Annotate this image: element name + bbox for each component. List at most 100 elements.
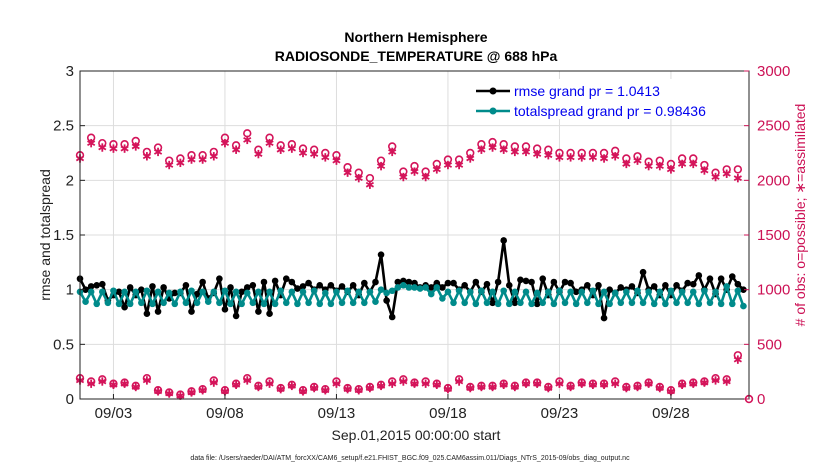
obs-assimilated-point xyxy=(488,382,497,392)
spread-point xyxy=(472,300,480,308)
spread-point xyxy=(338,299,346,307)
obs-assimilated-point xyxy=(376,161,386,171)
y-axis-right-label: # of obs: o=possible; ∗=assimilated xyxy=(792,104,808,327)
spread-point xyxy=(505,300,513,308)
rmse-point xyxy=(628,283,636,290)
obs-star-stroke xyxy=(588,381,598,388)
rmse-point xyxy=(271,277,279,285)
obs-assimilated-point xyxy=(544,383,553,393)
obs-star-stroke xyxy=(198,387,207,394)
obs-assimilated-point xyxy=(332,156,341,165)
spread-point xyxy=(416,285,424,292)
spread-point xyxy=(288,288,296,296)
rmse-point xyxy=(539,275,547,283)
obs-assimilated-point xyxy=(588,153,598,162)
obs-assimilated-point xyxy=(165,389,174,398)
obs-assimilated-point xyxy=(566,153,575,162)
spread-point xyxy=(567,288,574,296)
spread-point xyxy=(494,300,502,308)
spread-point xyxy=(617,299,625,307)
x-axis-label: Sep.01,2015 00:00:00 start xyxy=(332,427,501,443)
spread-point xyxy=(93,300,101,308)
obs-star-stroke xyxy=(354,175,363,182)
obs-assimilated-point xyxy=(310,149,319,159)
spread-point xyxy=(728,300,736,308)
obs-assimilated-point xyxy=(120,144,129,153)
obs-star-stroke xyxy=(365,385,375,391)
obs-assimilated-point xyxy=(399,377,408,386)
spread-point xyxy=(489,288,496,296)
spread-point xyxy=(450,299,457,307)
obs-assimilated-point xyxy=(354,173,363,183)
obs-star-stroke xyxy=(410,380,419,387)
obs-star-stroke xyxy=(644,163,653,170)
obs-assimilated-point xyxy=(231,145,241,154)
obs-assimilated-point xyxy=(644,379,653,388)
rmse-point xyxy=(221,306,229,313)
obs-assimilated-point xyxy=(365,180,375,189)
obs-star-stroke xyxy=(153,388,163,395)
obs-possible-point xyxy=(733,165,743,174)
obs-assimilated-point xyxy=(321,153,330,162)
obs-assimilated-point xyxy=(566,382,575,392)
obs-star-stroke xyxy=(287,382,296,389)
spread-point xyxy=(82,298,89,305)
obs-star-stroke xyxy=(165,390,174,397)
obs-assimilated-point xyxy=(689,379,698,388)
obs-assimilated-point xyxy=(131,142,140,151)
rmse-point xyxy=(288,278,296,286)
obs-star-stroke xyxy=(376,163,386,170)
obs-assimilated-point xyxy=(410,379,419,388)
obs-star-stroke xyxy=(611,380,620,387)
rmse-point xyxy=(461,281,468,289)
obs-star-stroke xyxy=(142,377,152,384)
obs-assimilated-point xyxy=(644,161,653,171)
spread-point xyxy=(584,299,591,307)
spread-point xyxy=(572,300,580,308)
spread-point xyxy=(383,289,390,297)
obs-assimilated-point xyxy=(477,145,486,154)
obs-star-stroke xyxy=(243,377,252,384)
obs-assimilated-point xyxy=(722,377,731,386)
obs-star-stroke xyxy=(399,378,408,385)
spread-point xyxy=(645,288,652,296)
spread-point xyxy=(165,289,173,297)
obs-assimilated-point xyxy=(254,382,263,392)
obs-star-stroke xyxy=(332,380,341,387)
obs-assimilated-point xyxy=(454,160,464,170)
obs-assimilated-point xyxy=(466,383,475,393)
obs-star-stroke xyxy=(298,388,308,395)
obs-star-stroke xyxy=(310,385,319,391)
obs-star-stroke xyxy=(120,145,129,152)
rmse-point xyxy=(383,297,390,304)
obs-assimilated-point xyxy=(733,355,742,364)
spread-point xyxy=(411,284,418,291)
spread-point xyxy=(355,288,363,296)
obs-star-stroke xyxy=(343,386,352,393)
obs-star-stroke xyxy=(566,384,575,390)
spread-point xyxy=(427,290,435,298)
obs-assimilated-point xyxy=(287,144,296,153)
rmse-point xyxy=(93,281,101,289)
obs-star-stroke xyxy=(488,144,497,151)
rmse-point xyxy=(349,281,357,289)
spread-point xyxy=(249,299,257,307)
spread-point xyxy=(388,287,396,295)
rmse-point xyxy=(193,290,201,298)
obs-assimilated-point xyxy=(87,379,96,388)
spread-point xyxy=(182,299,190,307)
spread-point xyxy=(656,288,664,296)
obs-assimilated-point xyxy=(499,145,508,154)
obs-assimilated-point xyxy=(521,147,531,157)
obs-assimilated-point xyxy=(131,382,140,392)
spread-point xyxy=(126,300,134,308)
obs-assimilated-point xyxy=(243,135,252,145)
rmse-point xyxy=(216,275,223,283)
legend-spread-marker xyxy=(489,107,497,115)
spread-point xyxy=(188,287,195,295)
rmse-point xyxy=(500,237,508,244)
spread-point xyxy=(238,300,245,308)
obs-assimilated-point xyxy=(153,387,163,396)
obs-star-stroke xyxy=(689,161,698,167)
obs-assimilated-point xyxy=(677,380,687,389)
